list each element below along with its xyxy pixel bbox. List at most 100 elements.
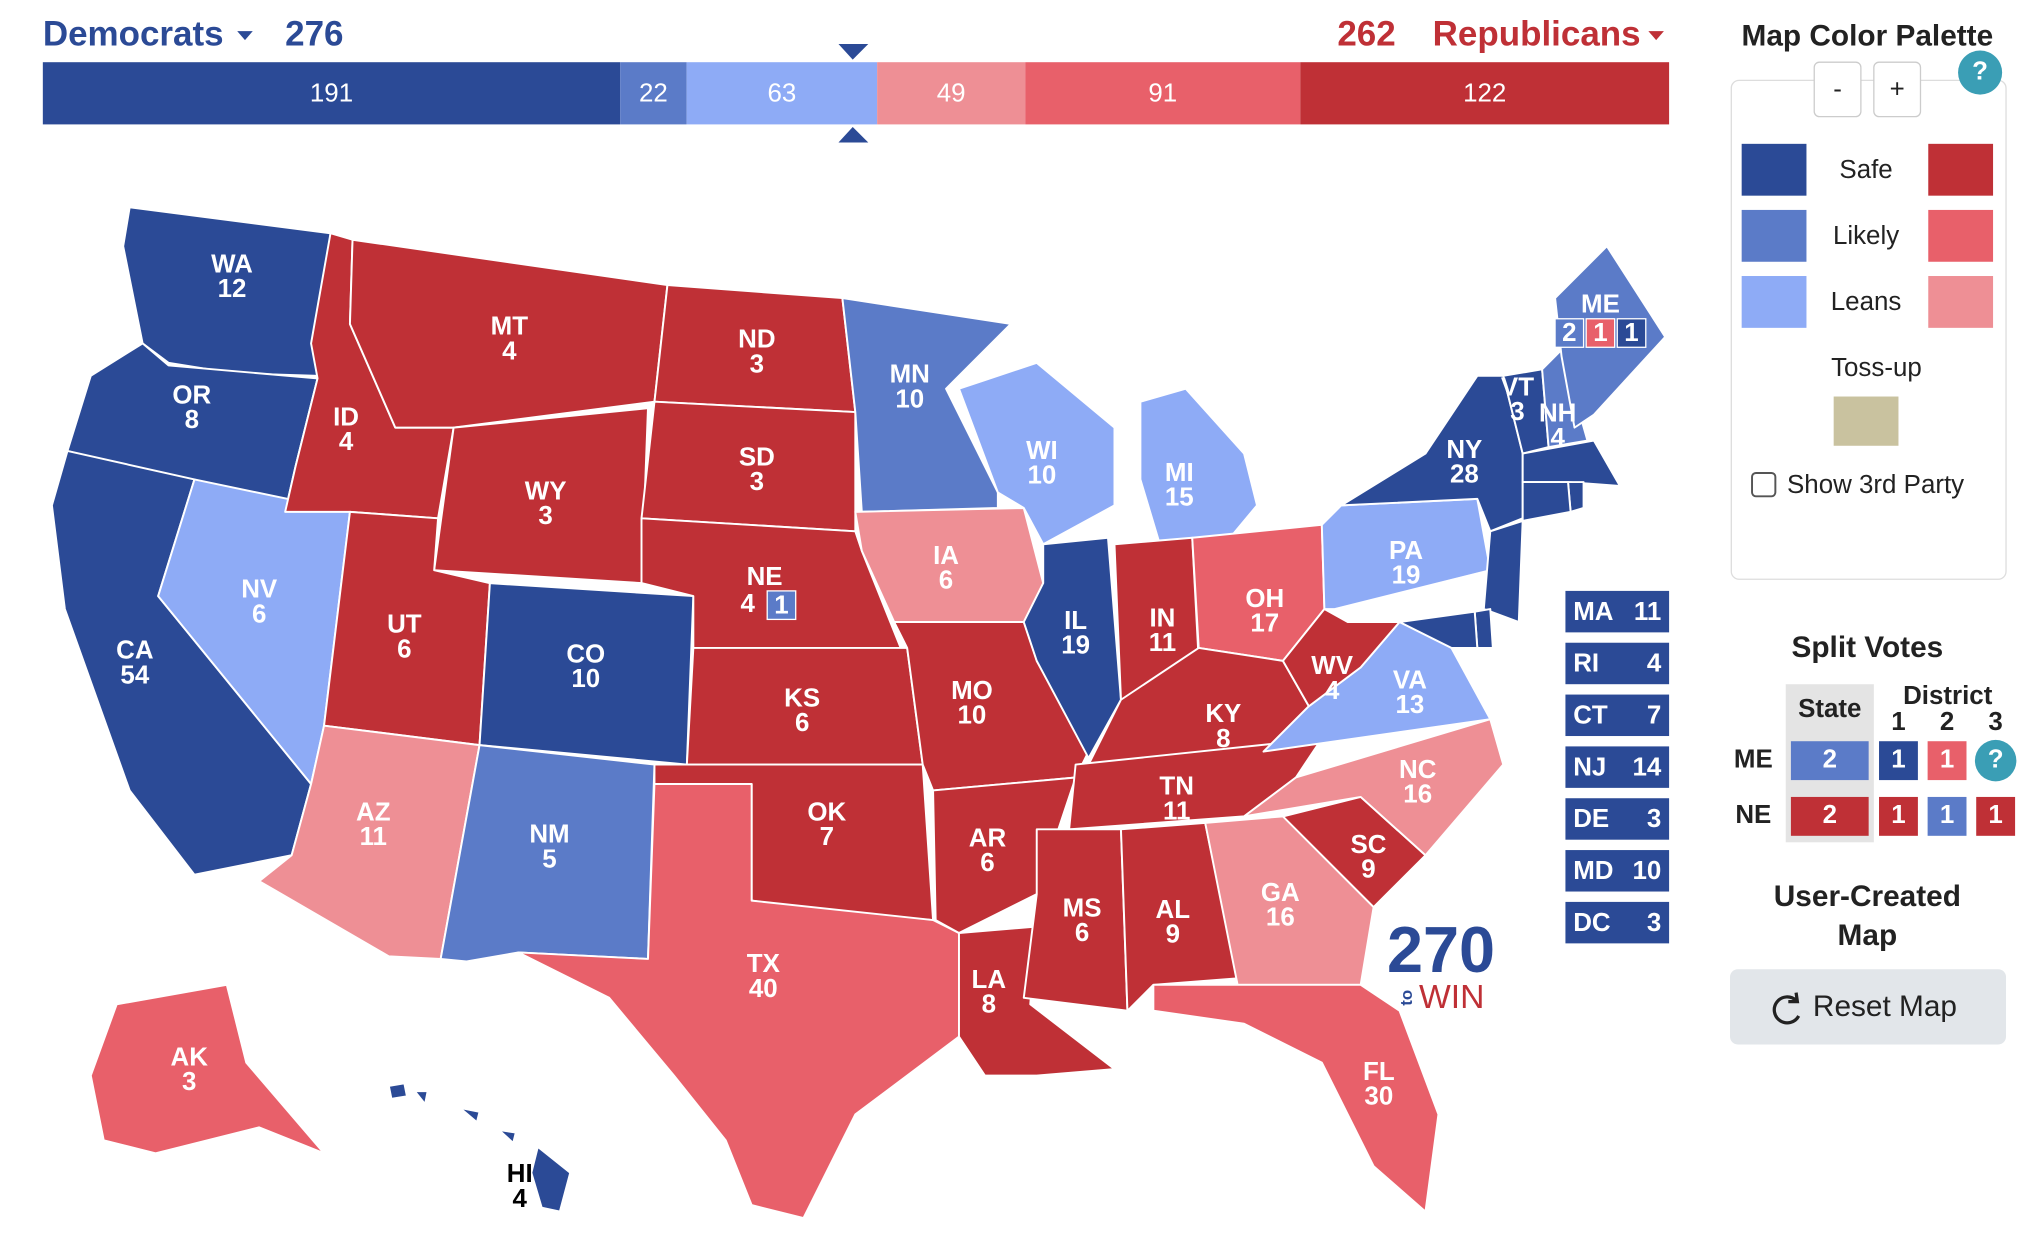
state-ev: 4	[1550, 424, 1565, 452]
state-ev: 4	[502, 337, 517, 365]
small-state-ev: 3	[1647, 909, 1661, 937]
state[interactable]	[1482, 519, 1524, 623]
bar-segment	[1300, 62, 1670, 125]
state-abbr: ND	[738, 326, 775, 354]
bar-segment	[1025, 62, 1301, 125]
state[interactable]	[932, 776, 1077, 934]
state-abbr: MO	[951, 677, 993, 705]
split-row-label: ME	[1734, 745, 1773, 773]
state-ev: 16	[1266, 904, 1295, 932]
state-abbr: TX	[747, 950, 781, 978]
state[interactable]	[841, 297, 1012, 513]
small-state-box[interactable]	[1565, 590, 1670, 633]
small-state-box[interactable]	[1565, 746, 1670, 788]
palette-button-label: -	[1833, 76, 1842, 104]
reset-button[interactable]	[1730, 969, 2007, 1045]
state[interactable]	[1152, 983, 1440, 1213]
state-ev: 4	[512, 1185, 527, 1213]
state[interactable]	[1398, 610, 1479, 649]
small-state-box[interactable]	[1565, 694, 1670, 737]
state-abbr: IL	[1064, 607, 1087, 635]
state[interactable]	[1243, 718, 1505, 857]
midpoint-marker-bottom	[838, 126, 869, 143]
palette-button[interactable]	[1813, 61, 1862, 118]
small-state-box[interactable]	[1565, 798, 1670, 840]
bar-label: 63	[767, 79, 796, 107]
state[interactable]	[1022, 828, 1129, 1012]
small-state-box[interactable]	[1565, 850, 1670, 892]
state-abbr: AZ	[356, 799, 391, 827]
checkbox[interactable]	[1751, 472, 1777, 498]
help-text: ?	[1972, 57, 1988, 85]
state[interactable]	[1204, 815, 1375, 986]
small-state-box[interactable]	[1565, 901, 1670, 944]
palette-swatch[interactable]	[1741, 143, 1807, 196]
reset-icon	[1772, 992, 1801, 1025]
state-abbr: OK	[807, 799, 846, 827]
state-ev: 54	[120, 661, 149, 689]
state-ev: 13	[1396, 691, 1425, 719]
logo-to: to	[1397, 990, 1416, 1006]
split-row-label: NE	[1735, 801, 1771, 829]
state-ev: 8	[982, 990, 996, 1018]
state[interactable]	[1521, 439, 1621, 487]
split-state-value: 2	[1823, 745, 1837, 773]
split-state-box[interactable]	[1790, 741, 1869, 781]
state-abbr: WA	[211, 250, 253, 278]
state-ev: 28	[1450, 460, 1479, 488]
state-ev: 9	[1361, 856, 1375, 884]
state[interactable]	[1521, 481, 1572, 522]
small-state-abbr: DE	[1573, 805, 1609, 833]
palette-swatch[interactable]	[1928, 143, 1994, 196]
help-text: ?	[1988, 745, 2004, 773]
dem-caret[interactable]	[237, 31, 253, 41]
small-state-abbr: MD	[1573, 857, 1613, 885]
help-icon[interactable]	[1958, 50, 2003, 95]
help-icon[interactable]	[1974, 739, 2017, 782]
split-value: 1	[1624, 319, 1638, 347]
palette-swatch[interactable]	[1833, 396, 1899, 446]
state[interactable]	[387, 1082, 572, 1213]
state-abbr: IA	[933, 542, 959, 570]
small-state-ev: 7	[1647, 701, 1661, 729]
palette-swatch[interactable]	[1741, 209, 1807, 262]
bar-segment	[877, 62, 1026, 125]
tossup-label: Toss-up	[1831, 354, 1922, 382]
district-header: District	[1903, 682, 1993, 710]
palette-swatch[interactable]	[1928, 276, 1994, 328]
state-ev: 11	[1149, 629, 1176, 657]
state-abbr: ME	[1581, 291, 1620, 319]
state[interactable]	[958, 361, 1116, 546]
split-value: 2	[1562, 319, 1576, 347]
state-ev: 40	[749, 975, 778, 1003]
district-number: 1	[1891, 708, 1905, 736]
split-box	[1616, 318, 1647, 348]
split-state-value: 2	[1823, 801, 1837, 829]
user-map-title: User-Created	[1774, 880, 1961, 913]
palette-swatch[interactable]	[1741, 276, 1807, 328]
state-abbr: WY	[525, 477, 567, 505]
split-value: 1	[1593, 319, 1607, 347]
rep-total: 262	[1337, 15, 1395, 54]
state-abbr: AK	[171, 1044, 209, 1072]
palette-swatch[interactable]	[1928, 209, 1994, 262]
state-ev: 19	[1061, 631, 1090, 659]
small-state-box[interactable]	[1565, 642, 1670, 685]
split-district-box[interactable]	[1927, 796, 1967, 836]
split-district-box[interactable]	[1879, 741, 1918, 781]
state[interactable]	[517, 783, 960, 1220]
split-district-box[interactable]	[1927, 741, 1967, 781]
bar-label: 191	[310, 79, 353, 107]
state[interactable]	[1139, 387, 1258, 546]
split-state-box[interactable]	[1790, 796, 1869, 836]
state-ev: 12	[218, 275, 247, 303]
split-district-box[interactable]	[1976, 796, 2016, 836]
state[interactable]	[1119, 821, 1239, 1012]
state[interactable]	[89, 983, 325, 1155]
rep-caret[interactable]	[1648, 31, 1664, 41]
state[interactable]	[1022, 536, 1122, 760]
palette-button[interactable]	[1873, 61, 1922, 118]
state-ev: 11	[360, 823, 387, 851]
split-district-box[interactable]	[1879, 796, 1918, 836]
